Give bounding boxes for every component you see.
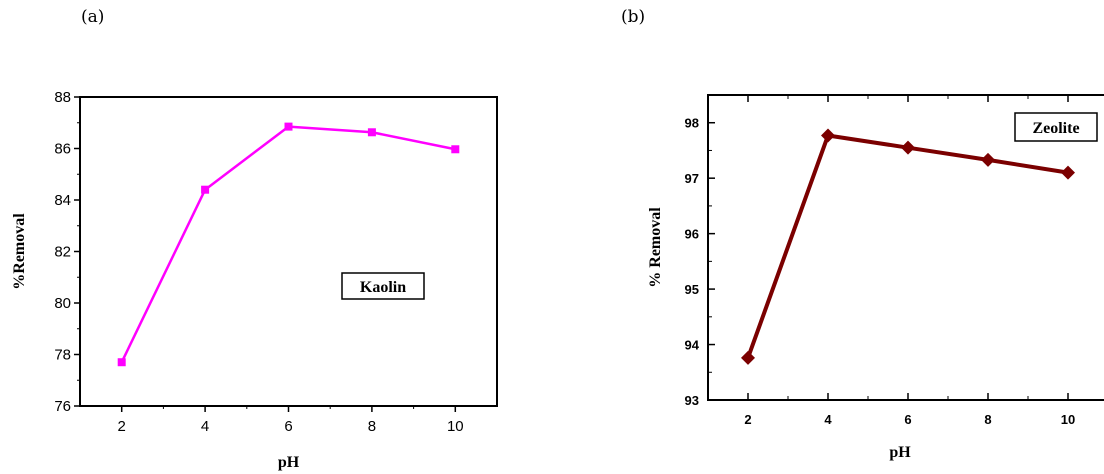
y-tick-label: 86 bbox=[54, 141, 71, 158]
x-tick-label: 6 bbox=[904, 412, 911, 427]
y-axis-title: %Removal bbox=[11, 213, 28, 290]
y-tick-label: 93 bbox=[685, 393, 699, 408]
series-line bbox=[746, 133, 1069, 359]
y-tick-label: 76 bbox=[54, 398, 71, 415]
x-tick-label: 10 bbox=[1061, 412, 1075, 427]
x-tick-label: 4 bbox=[824, 412, 832, 427]
y-tick-label: 94 bbox=[685, 338, 700, 353]
y-tick-label: 84 bbox=[54, 192, 71, 209]
annotation-label: Kaolin bbox=[360, 279, 406, 296]
x-tick-label: 8 bbox=[984, 412, 991, 427]
y-tick-label: 97 bbox=[685, 171, 699, 186]
x-tick-label: 2 bbox=[118, 418, 126, 435]
x-tick-label: 4 bbox=[201, 418, 209, 435]
data-point bbox=[117, 358, 126, 367]
data-point bbox=[901, 140, 915, 155]
chart-kaolin: 2 4 6 8 10 76 78 80 82 84 86 88 pH %Removal Kaolin bbox=[11, 89, 498, 471]
data-point bbox=[451, 145, 460, 154]
y-tick-label: 95 bbox=[685, 282, 699, 297]
y-tick-label: 80 bbox=[54, 295, 71, 312]
annotation-box bbox=[341, 272, 425, 300]
data-point bbox=[1061, 165, 1075, 180]
data-point bbox=[367, 128, 376, 137]
data-point bbox=[201, 185, 210, 194]
chart-zeolite: 2 4 6 8 10 93 94 95 96 97 98 pH % Removal Zeolite bbox=[647, 94, 1104, 461]
x-tick-label: 6 bbox=[284, 418, 292, 435]
panel-label-a: (a) bbox=[81, 7, 105, 27]
data-point bbox=[981, 152, 995, 167]
y-tick-label: 78 bbox=[54, 347, 71, 364]
data-point bbox=[284, 122, 293, 131]
annotation-box bbox=[1014, 112, 1098, 142]
data-point bbox=[741, 350, 755, 365]
y-tick-label: 82 bbox=[54, 244, 71, 261]
y-tick-label: 88 bbox=[54, 89, 71, 106]
y-tick-label: 96 bbox=[685, 227, 699, 242]
annotation-label: Zeolite bbox=[1032, 120, 1079, 137]
x-tick-label: 10 bbox=[447, 418, 464, 435]
series-line bbox=[120, 125, 456, 363]
x-axis-title: pH bbox=[889, 444, 911, 461]
plot-frame bbox=[79, 96, 498, 407]
x-tick-label: 8 bbox=[368, 418, 376, 435]
x-axis-title: pH bbox=[278, 454, 300, 471]
y-axis-title: % Removal bbox=[647, 207, 664, 288]
x-tick-label: 2 bbox=[744, 412, 751, 427]
panel-label-b: (b) bbox=[621, 7, 646, 27]
data-point bbox=[821, 128, 835, 143]
y-tick-label: 98 bbox=[685, 116, 699, 131]
